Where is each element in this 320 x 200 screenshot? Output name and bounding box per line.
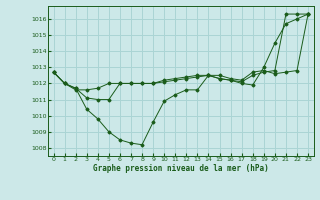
X-axis label: Graphe pression niveau de la mer (hPa): Graphe pression niveau de la mer (hPa): [93, 164, 269, 173]
